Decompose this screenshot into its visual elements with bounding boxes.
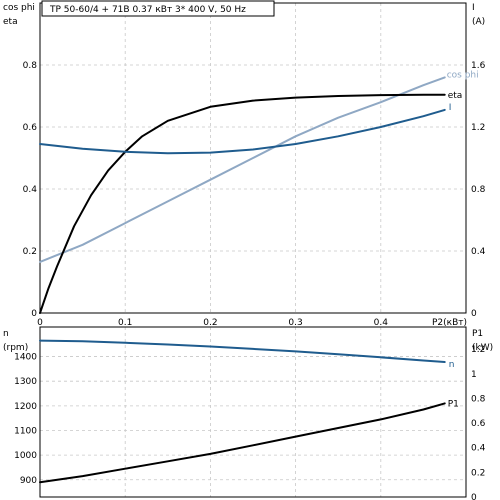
x-axis-label: P2(кВт) xyxy=(432,318,467,328)
top-right-axis-label-1: I xyxy=(472,3,475,13)
y-right-tick-label-p0-4: 1.6 xyxy=(471,61,486,71)
y-right-tick-label-p1-4: 0.8 xyxy=(471,394,486,404)
y-right-tick-label-p0-2: 0.8 xyxy=(471,185,486,195)
y-right-tick-label-p1-3: 0.6 xyxy=(471,419,486,429)
x-tick-label-1: 0.1 xyxy=(118,318,132,328)
y-left-tick-label-p1-4: 1300 xyxy=(14,377,37,387)
y-left-tick-label-p1-1: 1000 xyxy=(14,451,37,461)
bottom-right-axis-label-2: (kW) xyxy=(472,343,493,353)
y-left-tick-label-p0-4: 0.8 xyxy=(23,61,38,71)
x-tick-label-2: 0.2 xyxy=(203,318,217,328)
series-label-speed: n xyxy=(449,360,455,370)
series-line-cos_phi xyxy=(39,76,446,263)
y-right-tick-label-p1-6: 1.2 xyxy=(471,345,485,355)
y-right-tick-label-p1-5: 1 xyxy=(471,370,477,380)
y-right-tick-label-p1-2: 0.4 xyxy=(471,444,486,454)
top-left-axis-label-1: cos phi xyxy=(3,3,35,13)
series-line-speed xyxy=(39,339,446,363)
bottom-right-axis-label-1: P1 xyxy=(472,329,483,339)
bottom-left-axis-label-2: (rpm) xyxy=(3,343,28,353)
y-left-tick-label-p0-2: 0.4 xyxy=(23,185,38,195)
y-left-tick-label-p0-0: 0 xyxy=(31,309,37,319)
series-label-eta: eta xyxy=(448,91,463,101)
series-line-eta xyxy=(39,93,446,314)
x-tick-label-4: 0.4 xyxy=(374,318,389,328)
x-tick-label-3: 0.3 xyxy=(288,318,302,328)
top-right-axis-label-2: (A) xyxy=(472,17,485,27)
top-left-axis-label-2: eta xyxy=(3,17,18,27)
y-left-tick-label-p1-0: 900 xyxy=(20,476,37,486)
panel-frame-1 xyxy=(39,326,467,498)
y-right-tick-label-p0-0: 0 xyxy=(471,309,477,319)
y-right-tick-label-p0-1: 0.4 xyxy=(471,247,486,257)
chart-title: TP 50-60/4 + 71B 0.37 кВт 3* 400 V, 50 H… xyxy=(49,5,246,15)
series-label-power: P1 xyxy=(448,399,459,409)
y-left-tick-label-p1-5: 1400 xyxy=(14,353,37,363)
y-left-tick-label-p0-3: 0.6 xyxy=(23,123,38,133)
y-right-tick-label-p1-1: 0.2 xyxy=(471,468,485,478)
y-right-tick-label-p0-3: 1.2 xyxy=(471,123,485,133)
title-box xyxy=(41,0,275,17)
x-tick-label-0: 0 xyxy=(37,318,43,328)
chart-dynamic-layer: 0 0.2 0.4 0.6 0.8 0 0.4 0.8 1.2 1.6 0 0.1 0.2 0.3 0.4 c… xyxy=(14,2,486,500)
series-label-current: I xyxy=(449,103,452,113)
y-left-tick-label-p0-1: 0.2 xyxy=(23,247,37,257)
y-left-tick-label-p1-2: 1100 xyxy=(14,426,37,436)
series-line-current xyxy=(39,108,446,155)
series-line-power xyxy=(39,402,446,484)
y-right-tick-label-p1-0: 0 xyxy=(471,493,477,500)
series-label-cos_phi: cos phi xyxy=(447,70,479,80)
bottom-left-axis-label-1: n xyxy=(3,329,9,339)
y-left-tick-label-p1-3: 1200 xyxy=(14,402,37,412)
